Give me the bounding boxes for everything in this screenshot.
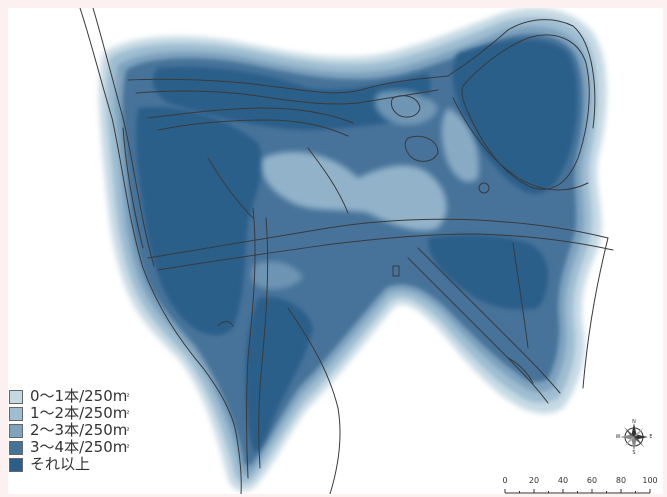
legend-label: 2〜3本/250m [30, 421, 128, 439]
legend-swatch [9, 389, 23, 404]
legend-item-2-3: 2〜3本/250m ² [9, 422, 209, 439]
legend-superscript: ² [126, 426, 130, 435]
scale-tick-label: 100 [642, 476, 658, 485]
map-legend: 0〜1本/250m ² 1〜2本/250m ² 2〜3本/250m ² 3〜4本/25… [9, 388, 209, 473]
scale-tick-label: 0 [502, 476, 508, 485]
legend-label: 1〜2本/250m [30, 404, 128, 422]
map-canvas [8, 8, 663, 494]
legend-label: それ以上 [30, 455, 91, 473]
compass-label-s: S [632, 450, 635, 454]
compass-label-e: E [649, 434, 652, 440]
scale-tick-label: 60 [586, 476, 598, 485]
legend-swatch [9, 423, 23, 438]
light-clearing-center [262, 151, 447, 231]
legend-item-0-1: 0〜1本/250m ² [9, 388, 209, 405]
legend-item-3-4: 3〜4本/250m ² [9, 439, 209, 456]
legend-item-1-2: 1〜2本/250m ² [9, 405, 209, 422]
light-clearing-east [441, 108, 479, 182]
density-zone-core-southeast [428, 234, 549, 310]
density-zone-core-north [152, 66, 431, 131]
compass-label-w: W [616, 434, 621, 440]
scale-bar-ruler [504, 489, 651, 494]
legend-superscript: ² [126, 409, 130, 418]
scale-tick-label: 20 [528, 476, 540, 485]
scale-bar: 0 20 40 60 80 100 [496, 476, 666, 496]
legend-swatch [9, 406, 23, 421]
legend-item-4-plus: それ以上 [9, 456, 209, 473]
light-clearing-mid-west [251, 261, 303, 290]
density-zone-core-west [135, 107, 263, 336]
density-zone-core-south [245, 297, 313, 453]
legend-swatch [9, 457, 23, 472]
density-zone-core-east [452, 39, 578, 194]
light-clearing-north [374, 90, 438, 125]
legend-superscript: ² [126, 443, 130, 452]
compass-rose-icon: N E S W [616, 419, 652, 454]
compass-label-n: N [632, 419, 636, 425]
park-paths [79, 8, 614, 494]
legend-label: 3〜4本/250m [30, 438, 128, 456]
scale-tick-label: 80 [615, 476, 627, 485]
legend-superscript: ² [126, 392, 130, 401]
legend-label: 0〜1本/250m [30, 387, 128, 405]
density-map [79, 8, 614, 494]
legend-swatch [9, 440, 23, 455]
scale-tick-label: 40 [557, 476, 569, 485]
